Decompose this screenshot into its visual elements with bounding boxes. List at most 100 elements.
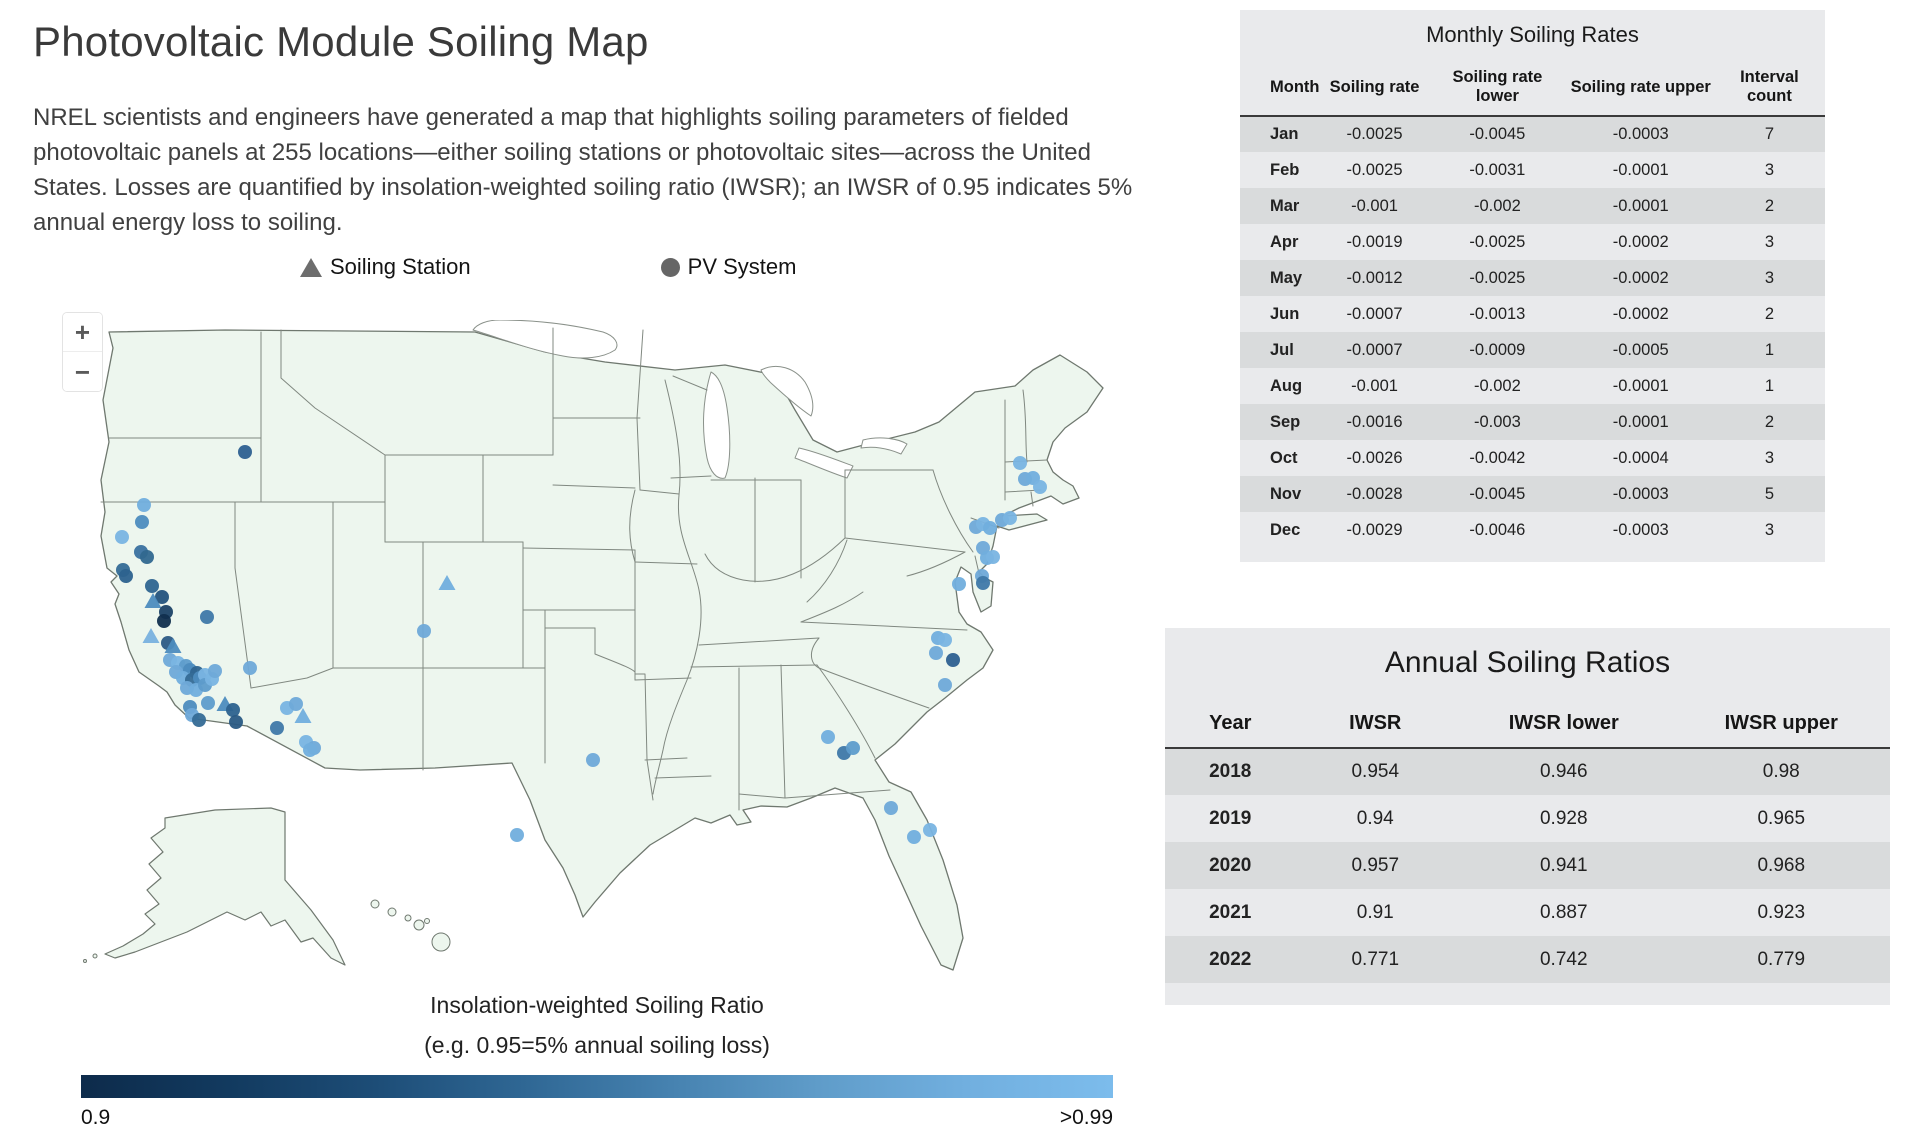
annual-soiling-ratios-panel: Annual Soiling Ratios Year IWSR IWSR lower… (1165, 628, 1890, 1005)
pv-system-marker (303, 743, 317, 757)
table-cell: 3 (1764, 448, 1774, 467)
colorbar: Insolation-weighted Soiling Ratio (e.g. … (81, 992, 1113, 1130)
soiling-station-marker (142, 628, 160, 643)
annual-soiling-ratios-table: Year IWSR IWSR lower IWSR upper 2018 0.954 0.… (1165, 704, 1890, 983)
column-header: Interval count (1740, 68, 1799, 105)
table-cell: 0.965 (1757, 807, 1806, 829)
table-cell: -0.0045 (1469, 484, 1526, 503)
annual-table-header: Year IWSR IWSR lower IWSR upper (1165, 704, 1890, 748)
table-cell: -0.0002 (1612, 304, 1669, 323)
pv-system-marker (243, 661, 257, 675)
pv-system-marker (238, 445, 252, 459)
table-cell: -0.0003 (1612, 520, 1669, 539)
colorbar-min-label: 0.9 (81, 1106, 111, 1129)
table-cell: -0.0019 (1346, 232, 1403, 251)
pv-system-marker (137, 498, 151, 512)
table-cell: -0.0042 (1469, 448, 1526, 467)
table-cell: 0.954 (1351, 761, 1400, 782)
table-cell: -0.0002 (1612, 268, 1669, 287)
table-cell: -0.0025 (1469, 268, 1526, 287)
table-cell: -0.0005 (1612, 340, 1669, 359)
pv-system-marker (289, 697, 303, 711)
table-cell: -0.0003 (1612, 484, 1669, 503)
pv-system-circle-icon (660, 257, 680, 277)
zoom-out-button[interactable]: − (63, 352, 102, 391)
table-cell: Jun (1270, 304, 1300, 323)
table-row: Aug -0.001 -0.002 -0.0001 1 (1240, 368, 1825, 404)
table-cell: -0.0026 (1346, 448, 1403, 467)
table-row: 2019 0.94 0.928 0.965 (1165, 795, 1890, 842)
table-row: 2021 0.91 0.887 0.923 (1165, 889, 1890, 936)
us-map-canvas[interactable] (75, 319, 1135, 1010)
table-cell: 7 (1764, 125, 1774, 143)
annual-table-body: 2018 0.954 0.946 0.98 2019 0.94 0.928 0.965 2020… (1165, 748, 1890, 983)
column-header: Year (1209, 712, 1252, 734)
table-row: Apr -0.0019 -0.0025 -0.0002 3 (1240, 224, 1825, 260)
table-cell: 0.887 (1539, 901, 1588, 923)
table-cell: 0.968 (1757, 854, 1806, 876)
table-cell: 2019 (1209, 807, 1252, 829)
column-header: IWSR lower (1508, 712, 1619, 734)
pv-system-marker (155, 590, 169, 604)
zoom-in-button[interactable]: + (63, 313, 102, 352)
legend-label-pv-system: PV System (687, 254, 797, 279)
table-cell: -0.0016 (1346, 412, 1403, 431)
table-cell: Dec (1270, 520, 1301, 539)
pv-system-marker (1033, 480, 1047, 494)
pv-system-marker (976, 576, 990, 590)
table-row: Feb -0.0025 -0.0031 -0.0001 3 (1240, 152, 1825, 188)
colorbar-range-labels: 0.9 >0.99 (81, 1106, 1113, 1130)
table-cell: -0.0009 (1469, 340, 1526, 359)
colorbar-max-label: >0.99 (1059, 1106, 1113, 1129)
annual-table-title: Annual Soiling Ratios (1384, 646, 1671, 679)
great-lakes (472, 319, 908, 479)
pv-system-marker (983, 521, 997, 535)
pv-system-marker (923, 823, 937, 837)
table-cell: 2 (1764, 196, 1774, 215)
table-cell: 0.742 (1539, 948, 1588, 970)
pv-system-marker (929, 646, 943, 660)
column-header: IWSR upper (1724, 712, 1838, 734)
pv-system-marker (200, 610, 214, 624)
monthly-table-header: Month Soiling rate Soiling rate lower Soili… (1240, 62, 1825, 116)
colorbar-subtitle: (e.g. 0.95=5% annual soiling loss) (424, 1032, 770, 1058)
pv-system-marker (201, 696, 215, 710)
pv-system-marker (145, 579, 159, 593)
table-cell: 1 (1764, 340, 1774, 359)
soiling-station-marker (294, 708, 312, 723)
monthly-soiling-rates-table: Month Soiling rate Soiling rate lower Soili… (1240, 62, 1825, 548)
table-cell: 0.941 (1539, 854, 1588, 876)
soiling-station-marker (164, 638, 182, 653)
legend-item-soiling-station: Soiling Station (300, 254, 471, 280)
table-row: 2022 0.771 0.742 0.779 (1165, 936, 1890, 983)
table-cell: 1 (1764, 376, 1774, 395)
pv-system-marker (946, 653, 960, 667)
table-cell: -0.0012 (1346, 268, 1403, 287)
table-cell: 0.98 (1762, 761, 1800, 782)
monthly-table-body: Jan -0.0025 -0.0045 -0.0003 7 Feb -0.0025 -0.00… (1240, 116, 1825, 548)
table-cell: -0.0002 (1612, 232, 1669, 251)
table-cell: -0.0046 (1469, 520, 1526, 539)
table-cell: -0.0045 (1469, 125, 1526, 143)
monthly-soiling-rates-panel: Monthly Soiling Rates Month Soiling rate S… (1240, 10, 1825, 562)
table-cell: 3 (1764, 160, 1774, 179)
legend-label-soiling-station: Soiling Station (330, 254, 471, 279)
soiling-station-triangle-icon (300, 257, 322, 277)
pv-system-marker (907, 830, 921, 844)
soiling-data-points (115, 445, 1047, 844)
table-cell: -0.0001 (1612, 412, 1669, 431)
pv-system-marker (510, 828, 524, 842)
table-row: 2020 0.957 0.941 0.968 (1165, 842, 1890, 889)
table-cell: -0.0001 (1612, 160, 1669, 179)
pv-system-marker (986, 550, 1000, 564)
table-cell: 0.923 (1757, 901, 1806, 923)
pv-system-marker (192, 713, 206, 727)
us-soiling-map[interactable] (75, 319, 1135, 1010)
pv-system-marker (229, 715, 243, 729)
pv-system-marker (1003, 511, 1017, 525)
pv-system-marker (119, 569, 133, 583)
table-cell: -0.0013 (1469, 304, 1526, 323)
table-row: May -0.0012 -0.0025 -0.0002 3 (1240, 260, 1825, 296)
pv-system-marker (140, 550, 154, 564)
table-cell: 2022 (1209, 948, 1252, 970)
